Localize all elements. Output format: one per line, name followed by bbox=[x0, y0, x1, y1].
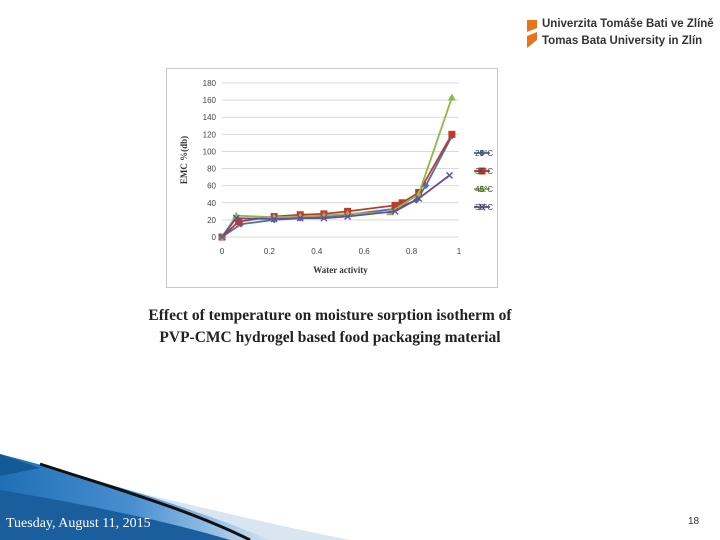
footer-decoration bbox=[0, 454, 350, 540]
data-point bbox=[422, 182, 430, 190]
x-tick-label: 0.2 bbox=[264, 247, 276, 256]
legend-marker bbox=[478, 149, 486, 157]
caption-line-1: Effect of temperature on moisture sorpti… bbox=[148, 307, 512, 324]
data-point bbox=[320, 214, 328, 222]
y-tick-label: 60 bbox=[207, 182, 216, 191]
legend-marker bbox=[478, 203, 486, 211]
data-point bbox=[218, 233, 226, 241]
y-tick-label: 180 bbox=[203, 79, 217, 88]
x-tick-label: 1 bbox=[457, 247, 462, 256]
data-point bbox=[446, 171, 454, 179]
data-point bbox=[296, 214, 304, 222]
y-tick-label: 40 bbox=[207, 199, 216, 208]
data-point bbox=[448, 130, 456, 138]
data-point bbox=[391, 207, 399, 215]
x-axis-title: Water activity bbox=[313, 265, 368, 275]
legend-label: 35°C bbox=[475, 167, 493, 176]
data-point bbox=[414, 190, 423, 198]
university-logo-icon bbox=[527, 20, 537, 48]
logo-text-line2: Tomas Bata University in Zlín bbox=[542, 35, 703, 47]
data-point bbox=[447, 93, 456, 101]
logo-text-line1: Univerzita Tomáše Bati ve Zlíně bbox=[542, 18, 714, 30]
data-point bbox=[344, 212, 352, 220]
data-point bbox=[232, 214, 240, 222]
x-tick-label: 0.6 bbox=[359, 247, 371, 256]
data-point bbox=[391, 201, 399, 209]
legend-label: 25°C bbox=[475, 149, 493, 158]
y-axis-title: EMC %(db) bbox=[179, 136, 189, 184]
data-point bbox=[235, 218, 243, 226]
sorption-isotherm-chart: 0 20 40 60 80 100 120 140 160 180 0 0.2 0.4 0.6 0.8 1 Wa… bbox=[166, 68, 498, 288]
series-line bbox=[221, 174, 451, 238]
data-point bbox=[415, 195, 423, 202]
y-tick-label: 80 bbox=[207, 165, 216, 174]
figure-caption: Effect of temperature on moisture sorpti… bbox=[90, 305, 570, 349]
y-tick-label: 20 bbox=[207, 216, 216, 225]
caption-line-2: PVP-CMC hydrogel based food packaging ma… bbox=[159, 329, 501, 346]
university-logo: Univerzita Tomáše Bati ve Zlíně Tomas Ba… bbox=[525, 17, 714, 51]
x-tick-label: 0.4 bbox=[311, 247, 323, 256]
legend-marker bbox=[478, 185, 486, 192]
y-tick-label: 160 bbox=[203, 96, 217, 105]
data-point bbox=[398, 199, 406, 207]
x-tick-label: 0.8 bbox=[406, 247, 418, 256]
y-tick-label: 0 bbox=[212, 233, 217, 242]
data-point bbox=[270, 215, 278, 223]
y-tick-label: 120 bbox=[203, 130, 217, 139]
legend-label: 45°C bbox=[475, 185, 493, 194]
y-tick-label: 140 bbox=[203, 113, 217, 122]
chart-svg: 0 20 40 60 80 100 120 140 160 180 0 0.2 0.4 0.6 0.8 1 Wa… bbox=[179, 79, 493, 275]
footer-date: Tuesday, August 11, 2015 bbox=[6, 516, 151, 531]
x-tick-label: 0 bbox=[220, 247, 225, 256]
page-number: 18 bbox=[688, 516, 700, 527]
legend-label: 55°C bbox=[475, 203, 493, 212]
y-tick-label: 100 bbox=[203, 147, 217, 156]
legend-marker bbox=[478, 167, 486, 175]
